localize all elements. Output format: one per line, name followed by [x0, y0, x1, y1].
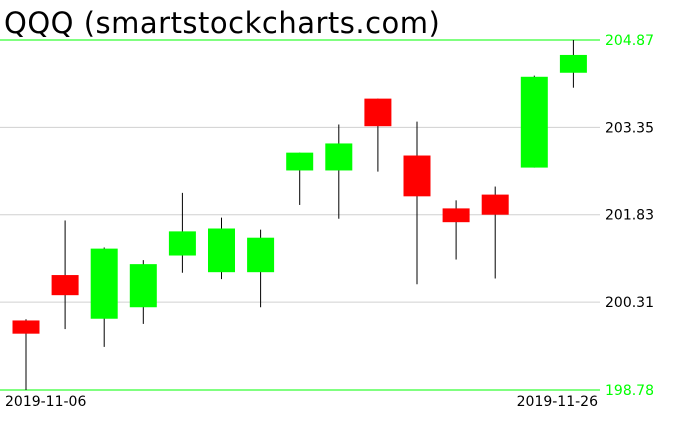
- candle-body: [481, 194, 509, 215]
- candle-body: [403, 155, 431, 197]
- candle-body: [208, 228, 235, 273]
- candle-body: [520, 76, 548, 168]
- y-tick-label: 198.78: [605, 383, 654, 399]
- candle-body: [559, 54, 587, 73]
- candle-body: [364, 98, 392, 127]
- candle-body: [51, 275, 79, 296]
- candle-body: [325, 143, 353, 171]
- candle-body: [12, 320, 40, 334]
- y-tick-label: 200.31: [605, 295, 654, 311]
- y-tick-label: 204.87: [605, 33, 654, 49]
- chart-title: QQQ (smartstockcharts.com): [4, 6, 441, 40]
- x-tick-label: 2019-11-06: [5, 394, 86, 410]
- candle-body: [129, 264, 157, 308]
- candle-body: [247, 237, 275, 273]
- y-tick-label: 201.83: [605, 208, 654, 224]
- candle-body: [90, 248, 118, 319]
- candle-body: [168, 231, 196, 256]
- candle-body: [442, 208, 470, 223]
- y-tick-label: 203.35: [605, 120, 654, 136]
- candle-body: [286, 152, 314, 171]
- x-tick-label: 2019-11-26: [517, 394, 598, 410]
